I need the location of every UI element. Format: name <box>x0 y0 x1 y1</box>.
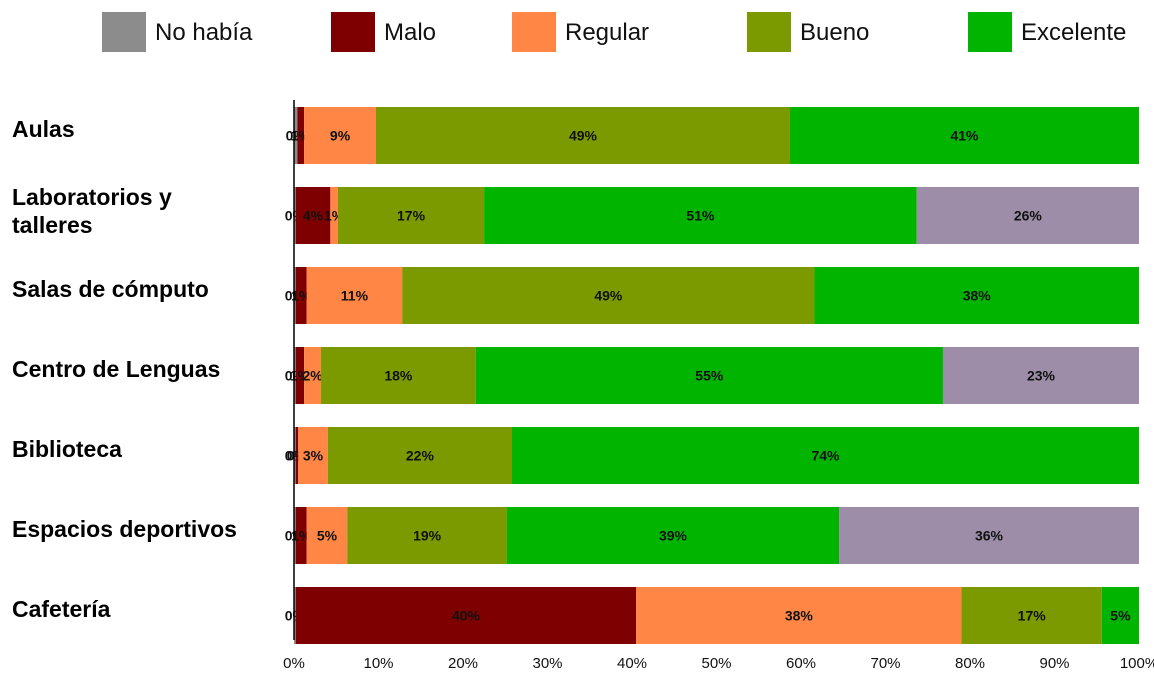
bar-6-label-4: 5% <box>1110 608 1131 624</box>
x-tick-label-9: 90% <box>1039 655 1069 672</box>
bar-0-label-2: 9% <box>330 128 351 144</box>
bar-6-label-1: 40% <box>452 608 481 624</box>
x-tick-label-0: 0% <box>283 655 305 672</box>
legend-label-1: Malo <box>384 19 436 46</box>
x-tick-label-3: 30% <box>532 655 562 672</box>
legend-swatch-2 <box>512 12 556 52</box>
x-tick-label-4: 40% <box>617 655 647 672</box>
bar-5-label-4: 39% <box>659 528 688 544</box>
bar-2-segment-4 <box>814 267 1139 324</box>
bar-3-label-2: 2% <box>302 368 323 384</box>
bar-1-segment-0 <box>294 187 296 244</box>
bar-2-label-4: 38% <box>963 288 992 304</box>
category-label-1-line-1: talleres <box>12 212 93 238</box>
bar-0-segment-3 <box>375 107 791 164</box>
bar-1-label-1: 4% <box>303 208 324 224</box>
bar-5-label-5: 36% <box>975 528 1004 544</box>
bar-4-label-3: 22% <box>406 448 435 464</box>
bar-0-segment-2 <box>304 107 376 164</box>
bar-5-segment-1 <box>295 507 307 564</box>
bar-5-segment-2 <box>306 507 348 564</box>
legend-label-3: Bueno <box>800 19 869 46</box>
bar-3-label-4: 55% <box>695 368 724 384</box>
legend-swatch-3 <box>747 12 791 52</box>
bar-2-segment-0 <box>294 267 296 324</box>
bar-1-label-5: 26% <box>1014 208 1043 224</box>
category-label-3: Centro de Lenguas <box>12 356 220 382</box>
legend-swatch-1 <box>331 12 375 52</box>
x-tick-label-7: 70% <box>870 655 900 672</box>
bar-4-segment-4 <box>512 427 1139 484</box>
bar-1-segment-2 <box>330 187 338 244</box>
bar-6-label-2: 38% <box>785 608 814 624</box>
x-tick-label-6: 60% <box>786 655 816 672</box>
bar-0-segment-4 <box>790 107 1139 164</box>
x-tick-label-2: 20% <box>448 655 478 672</box>
bar-6-segment-2 <box>636 587 962 644</box>
legend-label-0: No había <box>155 19 253 46</box>
bar-4-segment-1 <box>295 427 299 484</box>
bar-0-label-3: 49% <box>569 128 598 144</box>
bar-3-segment-2 <box>304 347 322 404</box>
bar-3-label-5: 23% <box>1027 368 1056 384</box>
x-axis: 0% 10% 20% 30% 40% 50% 60% 70% 80% 90% 100% <box>283 100 1154 672</box>
bar-5-segment-0 <box>294 507 296 564</box>
bar-5-segment-5 <box>839 507 1139 564</box>
bar-1-segment-3 <box>337 187 485 244</box>
bar-0-segment-1 <box>297 107 305 164</box>
bar-5-segment-4 <box>506 507 840 564</box>
bar-6-segment-0 <box>294 587 296 644</box>
bar-2-segment-3 <box>402 267 815 324</box>
bar-6-segment-3 <box>961 587 1102 644</box>
bar-2-segment-1 <box>295 267 307 324</box>
bar-4-segment-3 <box>327 427 513 484</box>
x-tick-label-10: 100% <box>1120 655 1154 672</box>
bar-2-label-1: 1% <box>291 288 312 304</box>
bar-0-label-4: 41% <box>950 128 979 144</box>
bar-2-label-2: 11% <box>341 288 369 304</box>
bar-3-label-3: 18% <box>384 368 413 384</box>
bar-0-segment-0 <box>294 107 298 164</box>
category-label-4: Biblioteca <box>12 436 122 462</box>
bar-5-segment-3 <box>347 507 507 564</box>
bar-3-segment-3 <box>321 347 476 404</box>
x-tick-label-5: 50% <box>701 655 731 672</box>
bar-1-label-4: 51% <box>686 208 715 224</box>
legend: No había Malo Regular Bueno Excelente <box>102 12 1126 52</box>
bar-3-segment-0 <box>294 347 296 404</box>
bar-4-segment-0 <box>294 427 296 484</box>
bar-1-segment-1 <box>295 187 331 244</box>
bar-1-segment-4 <box>484 187 917 244</box>
bar-3-segment-1 <box>295 347 305 404</box>
bar-4-segment-2 <box>298 427 328 484</box>
bar-2-segment-2 <box>306 267 403 324</box>
category-label-6: Cafetería <box>12 596 111 622</box>
bar-1-label-3: 17% <box>397 208 426 224</box>
bar-5-label-2: 5% <box>317 528 338 544</box>
bar-4-label-2: 3% <box>303 448 324 464</box>
bar-2-label-3: 49% <box>594 288 623 304</box>
x-tick-label-1: 10% <box>363 655 393 672</box>
bars: 0%1% 9% 49% 41%0%4% 1% 17% 51% 26%0%1% 11% 49% 38%… <box>285 107 1139 644</box>
x-tick-label-8: 80% <box>955 655 985 672</box>
legend-label-2: Regular <box>565 19 649 46</box>
category-label-1-line-0: Laboratorios y <box>12 184 172 210</box>
legend-swatch-4 <box>968 12 1012 52</box>
category-label-5: Espacios deportivos <box>12 516 237 542</box>
bar-6-segment-1 <box>295 587 637 644</box>
bar-6-label-3: 17% <box>1018 608 1047 624</box>
bar-3-segment-5 <box>942 347 1139 404</box>
legend-swatch-0 <box>102 12 146 52</box>
bar-3-segment-4 <box>475 347 943 404</box>
category-label-0: Aulas <box>12 116 75 142</box>
bar-4-label-4: 74% <box>811 448 840 464</box>
bar-1-segment-5 <box>916 187 1139 244</box>
bar-5-label-3: 19% <box>413 528 442 544</box>
bar-5-label-1: 1% <box>291 528 312 544</box>
category-label-2: Salas de cómputo <box>12 276 209 302</box>
bar-6-segment-4 <box>1101 587 1139 644</box>
legend-label-4: Excelente <box>1021 19 1126 46</box>
